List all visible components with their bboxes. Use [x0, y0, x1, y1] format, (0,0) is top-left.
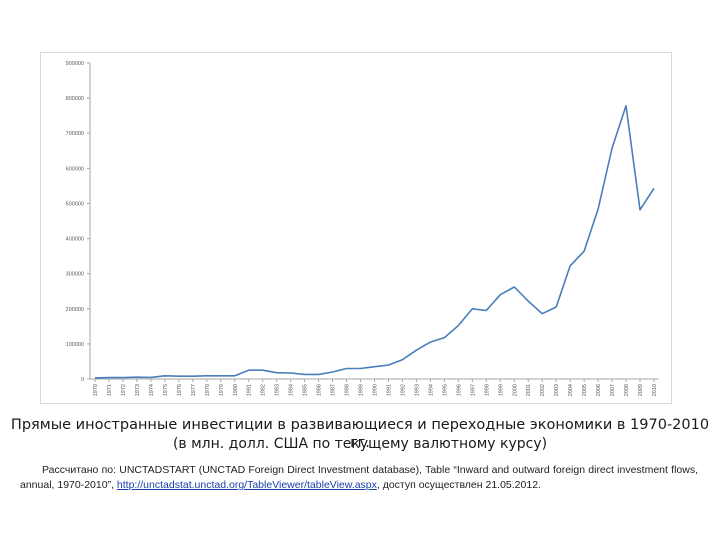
x-tick-label: 1974	[149, 384, 155, 396]
x-tick-label: 1981	[247, 384, 253, 396]
x-tick-label: 1973	[135, 384, 141, 396]
x-tick-label: 1990	[373, 384, 379, 396]
x-tick-label: 1997	[470, 384, 476, 396]
x-tick-label: 1993	[414, 384, 420, 396]
y-tick-label: 600000	[66, 166, 84, 172]
x-tick-label: 1985	[303, 384, 309, 396]
x-tick-label: 1979	[219, 384, 225, 396]
x-tick-label: 2010	[652, 384, 658, 396]
source-note: Рассчитано по: UNCTADSTART (UNCTAD Forei…	[20, 463, 698, 493]
x-tick-label: 1982	[261, 384, 267, 396]
x-tick-label: 1977	[191, 384, 197, 396]
x-tick-label: 1992	[400, 384, 406, 396]
x-tick-label: 1998	[484, 384, 490, 396]
x-tick-label: 2009	[638, 384, 644, 396]
x-tick-label: 1989	[359, 384, 365, 396]
source-text-before: Рассчитано по: UNCTADSTART (UNCTAD Forei…	[20, 464, 698, 491]
x-tick-label: 1996	[456, 384, 462, 396]
x-tick-label: 2006	[596, 384, 602, 396]
x-tick-label: 1975	[163, 384, 169, 396]
x-tick-label: 1984	[289, 384, 295, 396]
y-tick-label: 800000	[66, 96, 84, 102]
x-tick-label: 1970	[93, 384, 99, 396]
x-tick-label: 1971	[107, 384, 113, 396]
chart-frame: 900000 800000 700000 600000 500000 400000 3000…	[40, 52, 672, 404]
x-tick-label: 1999	[498, 384, 504, 396]
y-tick-label: 400000	[66, 237, 84, 243]
x-tick-label: 1978	[205, 384, 211, 396]
x-tick-label: 2005	[582, 384, 588, 396]
x-tick-label: 1986	[317, 384, 323, 396]
y-tick-label: 700000	[66, 131, 84, 137]
y-tick-label: 500000	[66, 201, 84, 207]
x-tick-label: 2000	[512, 384, 518, 396]
x-tick-label: 1983	[275, 384, 281, 396]
y-tick-label: 200000	[66, 307, 84, 313]
y-tick-label: 900000	[66, 61, 84, 67]
line-chart: 900000 800000 700000 600000 500000 400000 3000…	[66, 61, 659, 396]
x-tick-label: 2007	[610, 384, 616, 396]
x-tick-label: 1980	[233, 384, 239, 396]
x-tick-label: 2001	[526, 384, 532, 396]
chart-caption-title: Прямые иностранные инвестиции в развиваю…	[10, 417, 710, 451]
x-tick-label: 1976	[177, 384, 183, 396]
x-tick-label: 1994	[428, 384, 434, 396]
x-tick-label: 1987	[331, 384, 337, 396]
x-tick-label: 1972	[121, 384, 127, 396]
source-link[interactable]: http://unctadstat.unctad.org/TableViewer…	[116, 479, 377, 491]
x-tick-label: 1991	[386, 384, 392, 396]
y-tick-label: 0	[81, 377, 84, 383]
x-tick-label: 2008	[624, 384, 630, 396]
x-tick-label: 1988	[345, 384, 351, 396]
x-tick-label: 2002	[540, 384, 546, 396]
x-tick-label: 2004	[568, 384, 574, 396]
chart-caption-subtitle: (в млн. долл. США по текущему валютному …	[172, 436, 548, 452]
source-text-after: , доступ осуществлен 21.05.2012.	[376, 479, 541, 491]
y-tick-label: 100000	[66, 342, 84, 348]
x-tick-label: 1995	[442, 384, 448, 396]
y-tick-label: 300000	[66, 272, 84, 278]
series-line	[94, 104, 655, 379]
x-tick-label: 2003	[554, 384, 560, 396]
